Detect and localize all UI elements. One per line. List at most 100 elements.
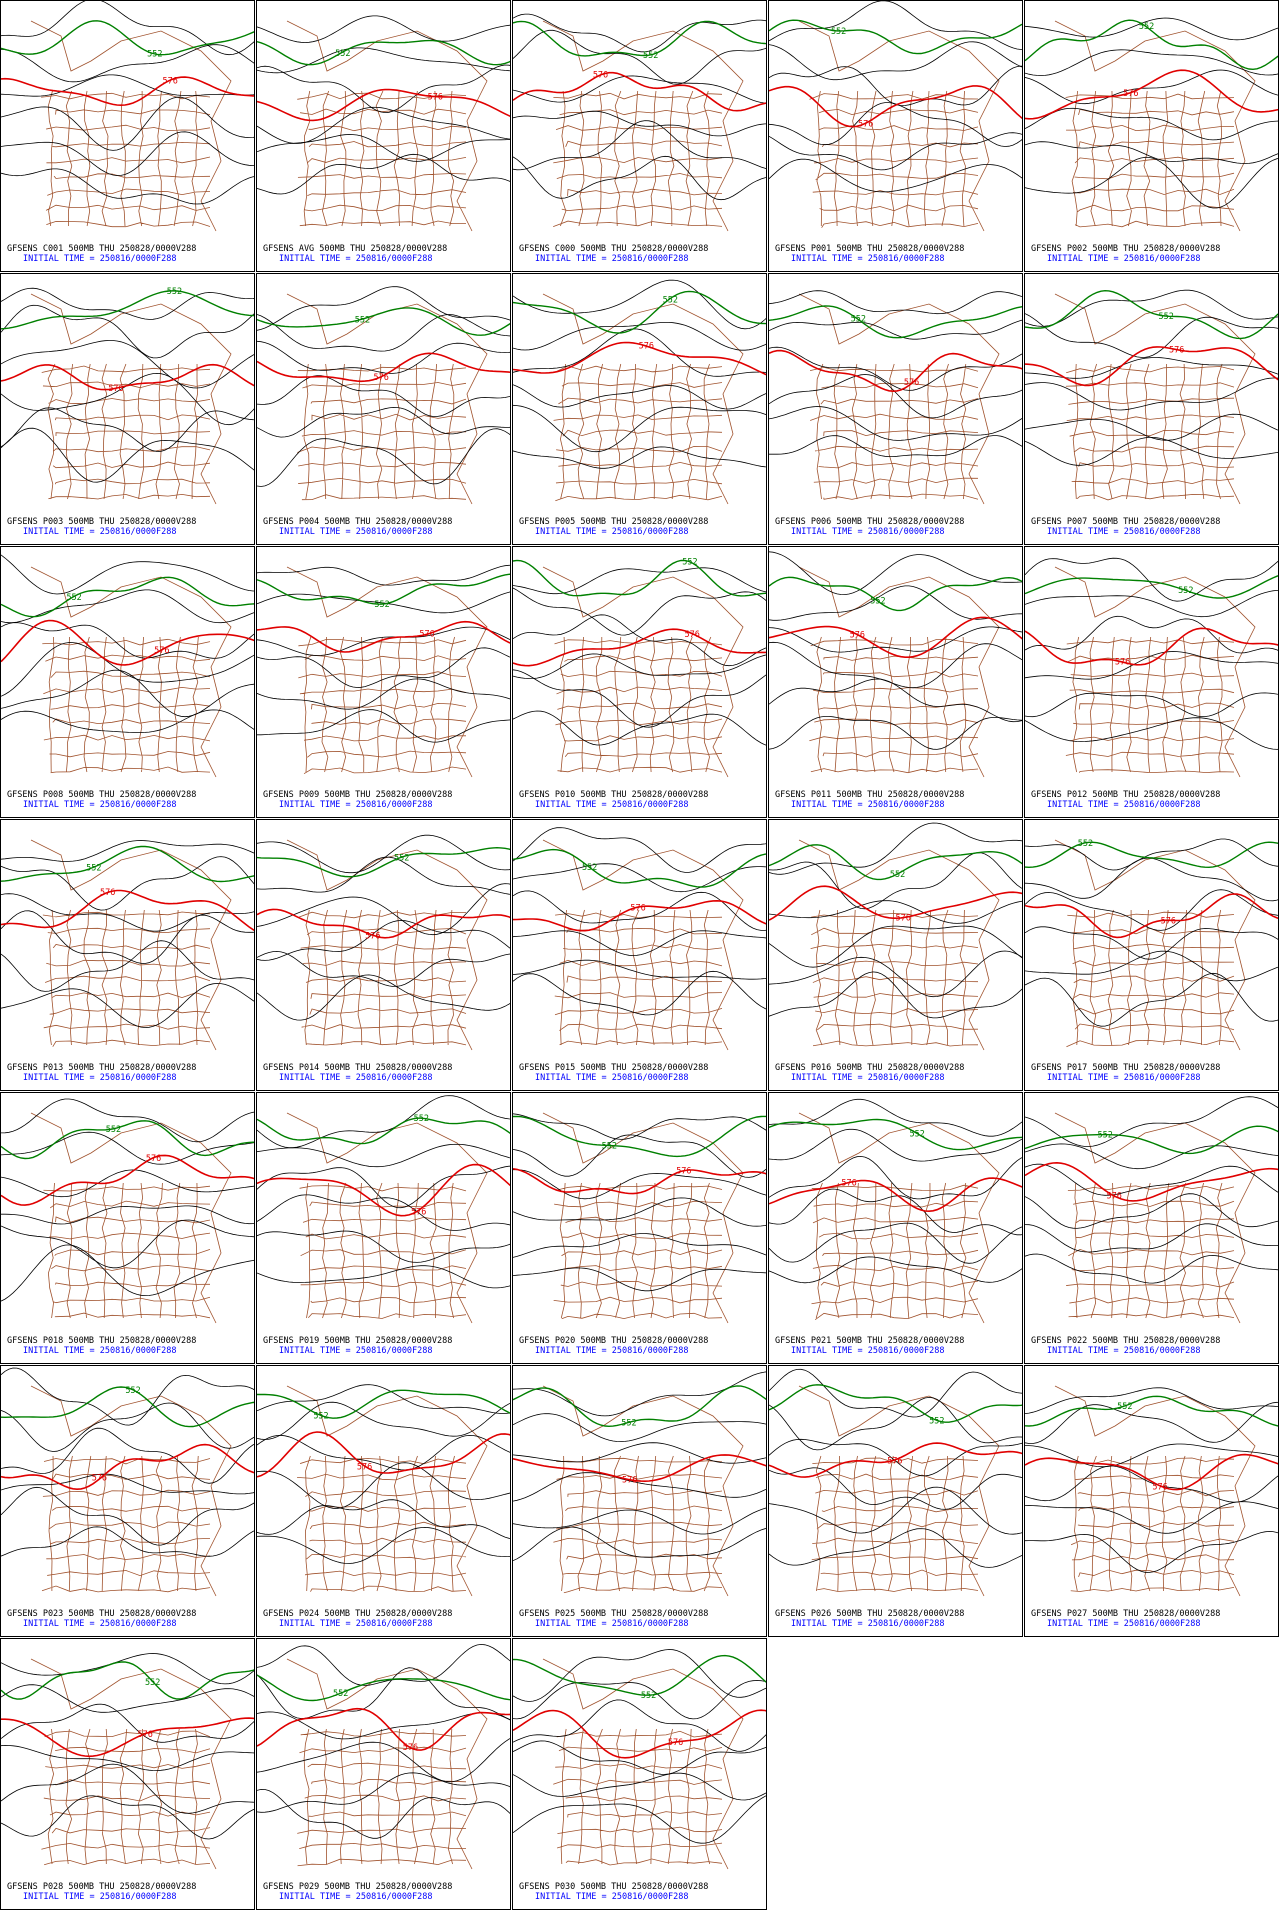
contour [513, 279, 766, 330]
contour-label: 576 [630, 903, 645, 913]
contour [1, 427, 254, 483]
contour [257, 1165, 510, 1209]
contour [769, 900, 1022, 924]
panel-initial-time: INITIAL TIME = 250816/0000F288 [535, 527, 689, 537]
map: 552 576 GFSENS P018 500MB THU 250828/0000V… [1, 1098, 254, 1356]
contour [257, 47, 510, 74]
contour [513, 653, 766, 680]
contour [257, 1265, 510, 1289]
contour-label: 576 [108, 384, 123, 394]
contour-label: 552 [374, 600, 389, 610]
contour-label: 552 [66, 593, 81, 603]
map-panel: 552 576 GFSENS P004 500MB THU 250828/0000V… [256, 273, 511, 545]
contour [1, 372, 254, 426]
contour [1, 1367, 254, 1426]
contour-label: 576 [850, 630, 865, 640]
contour [513, 1526, 766, 1562]
contour [513, 1413, 766, 1443]
contour [769, 925, 1022, 968]
map-panel: 552 576 GFSENS P018 500MB THU 250828/0000V… [0, 1092, 255, 1364]
contour-552 [1025, 19, 1278, 71]
borders [30, 839, 232, 1051]
borders [542, 1112, 744, 1324]
contour [257, 1772, 510, 1813]
contour [257, 1095, 510, 1149]
map-panel: 552 576 GFSENS P023 500MB THU 250828/0000V… [0, 1365, 255, 1637]
borders [798, 20, 1000, 232]
contour-576 [257, 352, 510, 383]
contour [1, 1219, 254, 1269]
contour [257, 406, 510, 438]
contour [1, 940, 254, 992]
contour-label: 576 [858, 120, 873, 130]
panel-title: GFSENS P003 500MB THU 250828/0000V288 [7, 517, 196, 527]
contour [1, 709, 254, 733]
panel-title: GFSENS AVG 500MB THU 250828/0000V288 [263, 244, 447, 254]
contour-label: 552 [602, 1142, 617, 1152]
map: 552 576 GFSENS P009 500MB THU 250828/0000V… [257, 564, 510, 810]
contour-576 [257, 88, 510, 122]
contour-label: 576 [639, 342, 654, 352]
contour-552 [769, 844, 1022, 881]
contour [513, 587, 766, 636]
contour [257, 1384, 510, 1414]
contour-576 [769, 885, 1022, 921]
panel-initial-time: INITIAL TIME = 250816/0000F288 [791, 800, 945, 810]
contour-label: 576 [357, 1462, 372, 1472]
panel-initial-time: INITIAL TIME = 250816/0000F288 [535, 254, 689, 264]
borders [30, 20, 232, 232]
contour [257, 834, 510, 874]
panel-initial-time: INITIAL TIME = 250816/0000F288 [279, 254, 433, 264]
contour [257, 1499, 510, 1539]
map: 552 576 GFSENS P020 500MB THU 250828/0000V… [513, 1112, 766, 1356]
contour [1025, 615, 1278, 654]
panel-title: GFSENS P016 500MB THU 250828/0000V288 [775, 1063, 964, 1073]
map-panel: 552 576 GFSENS P016 500MB THU 250828/0000V… [768, 819, 1023, 1091]
contour [513, 1371, 766, 1417]
panel-title: GFSENS P029 500MB THU 250828/0000V288 [263, 1882, 452, 1892]
contour [513, 110, 766, 137]
map: 552 576 GFSENS P029 500MB THU 250828/0000V… [257, 1643, 510, 1902]
borders [542, 839, 744, 1051]
contour-552 [257, 307, 510, 336]
contour [1, 1131, 254, 1165]
contour-552 [513, 1654, 766, 1696]
contour-552 [1025, 289, 1278, 340]
panel-title: GFSENS P020 500MB THU 250828/0000V288 [519, 1336, 708, 1346]
contour [1025, 589, 1278, 618]
contour-label: 576 [1123, 89, 1138, 99]
map: 552 576 GFSENS P007 500MB THU 250828/0000V… [1025, 289, 1278, 537]
contour [769, 1, 1022, 50]
map-panel: 552 576 GFSENS P025 500MB THU 250828/0000V… [512, 1365, 767, 1637]
contour [1025, 950, 1278, 982]
contour [769, 1256, 1022, 1284]
contour-label: 552 [870, 597, 885, 607]
map-panel: 552 576 GFSENS AVG 500MB THU 250828/0000V2… [256, 0, 511, 272]
contour [1, 840, 254, 862]
map: 552 576 GFSENS P004 500MB THU 250828/0000V… [257, 286, 510, 537]
contour [769, 346, 1022, 391]
contour-552 [1, 290, 254, 330]
borders [798, 1385, 1000, 1597]
map: 552 576 GFSENS P013 500MB THU 250828/0000V… [1, 839, 254, 1083]
contour-label: 552 [394, 853, 409, 863]
map-panel: 552 576 GFSENS P011 500MB THU 250828/0000V… [768, 546, 1023, 818]
map-panel: 552 576 GFSENS P028 500MB THU 250828/0000V… [0, 1638, 255, 1910]
panel-initial-time: INITIAL TIME = 250816/0000F288 [1047, 800, 1201, 810]
contour [513, 1267, 766, 1292]
borders [1054, 20, 1256, 232]
contour [1, 1098, 254, 1143]
contour [257, 340, 510, 374]
panel-title: GFSENS C000 500MB THU 250828/0000V288 [519, 244, 708, 254]
contour [1, 1684, 254, 1713]
contour [513, 155, 766, 201]
contour [1025, 717, 1278, 750]
contour [1, 1744, 254, 1772]
panel-initial-time: INITIAL TIME = 250816/0000F288 [279, 1346, 433, 1356]
map: 552 576 GFSENS P027 500MB THU 250828/0000V… [1025, 1385, 1278, 1629]
map: 552 576 GFSENS C000 500MB THU 250828/0000V… [513, 13, 766, 264]
contour [769, 1128, 1022, 1162]
contour [1025, 69, 1278, 105]
contour [257, 1526, 510, 1564]
contour-576 [1, 363, 254, 391]
